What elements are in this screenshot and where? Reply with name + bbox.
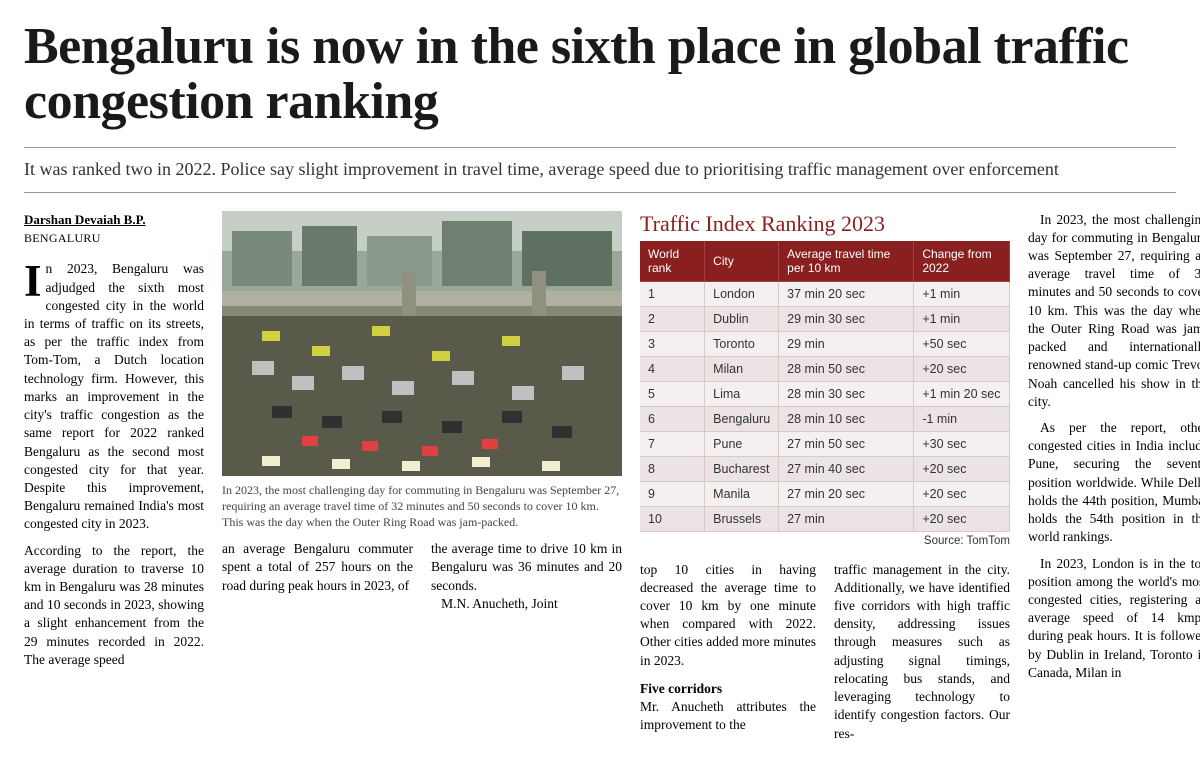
body-paragraph: the average time to drive 10 km in Benga… — [431, 540, 622, 613]
section-heading: Five corridors — [640, 680, 816, 698]
table-header-cell: Change from 2022 — [914, 241, 1010, 282]
table-head: World rankCityAverage travel time per 10… — [640, 241, 1010, 282]
column-4: In 2023, the most challenging day for co… — [1028, 211, 1200, 743]
table-cell: 27 min 20 sec — [779, 481, 914, 506]
table-cell: 28 min 50 sec — [779, 356, 914, 381]
table-cell: +1 min — [914, 306, 1010, 331]
table-cell: Brussels — [705, 506, 779, 531]
table-cell: 2 — [640, 306, 705, 331]
table-cell: -1 min — [914, 406, 1010, 431]
body-paragraph: traffic management in the city. Addition… — [834, 561, 1010, 743]
body-paragraph: In 2023, London is in the top position a… — [1028, 555, 1200, 683]
table-cell: Manila — [705, 481, 779, 506]
byline: Darshan Devaiah B.P. — [24, 211, 204, 229]
table-cell: 27 min 40 sec — [779, 456, 914, 481]
table-cell: Toronto — [705, 331, 779, 356]
table-cell: Bengaluru — [705, 406, 779, 431]
table-row: 8Bucharest27 min 40 sec+20 sec — [640, 456, 1010, 481]
body-paragraph: According to the report, the average dur… — [24, 542, 204, 670]
column-1: Darshan Devaiah B.P. BENGALURU In 2023, … — [24, 211, 204, 743]
table-body: 1London37 min 20 sec+1 min2Dublin29 min … — [640, 281, 1010, 531]
table-row: 6Bengaluru28 min 10 sec-1 min — [640, 406, 1010, 431]
ranking-table: World rankCityAverage travel time per 10… — [640, 241, 1010, 532]
table-cell: 29 min — [779, 331, 914, 356]
body-paragraph: In 2023, the most challenging day for co… — [1028, 211, 1200, 411]
table-row: 1London37 min 20 sec+1 min — [640, 281, 1010, 306]
table-cell: +20 sec — [914, 456, 1010, 481]
table-cell: 37 min 20 sec — [779, 281, 914, 306]
column-3: Traffic Index Ranking 2023 World rankCit… — [640, 211, 1010, 743]
column-3-text-row: top 10 cities in having decreased the av… — [640, 561, 1010, 743]
table-cell: Pune — [705, 431, 779, 456]
table-row: 4Milan28 min 50 sec+20 sec — [640, 356, 1010, 381]
body-text: the average time to drive 10 km in Benga… — [431, 541, 622, 592]
table-cell: Bucharest — [705, 456, 779, 481]
figure-caption: In 2023, the most challenging day for co… — [222, 476, 622, 531]
table-cell: 27 min — [779, 506, 914, 531]
table-cell: 4 — [640, 356, 705, 381]
table-row: 7Pune27 min 50 sec+30 sec — [640, 431, 1010, 456]
body-paragraph: As per the report, other congested citie… — [1028, 419, 1200, 547]
body-paragraph: In 2023, Bengaluru was adjudged the sixt… — [24, 260, 204, 533]
table-cell: 10 — [640, 506, 705, 531]
table-cell: 29 min 30 sec — [779, 306, 914, 331]
table-cell: Lima — [705, 381, 779, 406]
table-cell: Milan — [705, 356, 779, 381]
table-cell: 27 min 50 sec — [779, 431, 914, 456]
table-cell: +20 sec — [914, 481, 1010, 506]
table-cell: 3 — [640, 331, 705, 356]
table-row: 10Brussels27 min+20 sec — [640, 506, 1010, 531]
table-cell: London — [705, 281, 779, 306]
byline-location: BENGALURU — [24, 230, 204, 246]
table-row: 5Lima28 min 30 sec+1 min 20 sec — [640, 381, 1010, 406]
table-cell: 9 — [640, 481, 705, 506]
table-cell: +1 min 20 sec — [914, 381, 1010, 406]
content-grid: Darshan Devaiah B.P. BENGALURU In 2023, … — [24, 211, 1176, 743]
body-text: Mr. Anucheth attributes the improvement … — [640, 699, 816, 732]
table-header-cell: Average travel time per 10 km — [779, 241, 914, 282]
table-cell: +20 sec — [914, 506, 1010, 531]
table-cell: 28 min 30 sec — [779, 381, 914, 406]
table-cell: 5 — [640, 381, 705, 406]
table-cell: Dublin — [705, 306, 779, 331]
subheadline: It was ranked two in 2022. Police say sl… — [24, 147, 1176, 192]
body-text: top 10 cities in having decreased the av… — [640, 562, 816, 668]
table-row: 3Toronto29 min+50 sec — [640, 331, 1010, 356]
headline: Bengaluru is now in the sixth place in g… — [24, 20, 1176, 129]
traffic-photo — [222, 211, 622, 476]
table-cell: +1 min — [914, 281, 1010, 306]
table-cell: +20 sec — [914, 356, 1010, 381]
column-2-text-row: an average Bengaluru commuter spent a to… — [222, 540, 622, 613]
article-figure: In 2023, the most challenging day for co… — [222, 211, 622, 531]
body-paragraph: an average Bengaluru commuter spent a to… — [222, 540, 413, 613]
table-cell: 28 min 10 sec — [779, 406, 914, 431]
body-paragraph: top 10 cities in having decreased the av… — [640, 561, 816, 743]
body-text: M.N. Anucheth, Joint — [441, 596, 558, 611]
table-cell: 8 — [640, 456, 705, 481]
table-cell: 1 — [640, 281, 705, 306]
table-row: 9Manila27 min 20 sec+20 sec — [640, 481, 1010, 506]
table-cell: 6 — [640, 406, 705, 431]
column-2: In 2023, the most challenging day for co… — [222, 211, 622, 743]
table-title: Traffic Index Ranking 2023 — [640, 211, 1010, 241]
table-cell: +30 sec — [914, 431, 1010, 456]
table-cell: 7 — [640, 431, 705, 456]
table-header-cell: World rank — [640, 241, 705, 282]
table-cell: +50 sec — [914, 331, 1010, 356]
table-row: 2Dublin29 min 30 sec+1 min — [640, 306, 1010, 331]
table-header-cell: City — [705, 241, 779, 282]
traffic-photo-svg — [222, 211, 622, 476]
table-source: Source: TomTom — [640, 532, 1010, 547]
